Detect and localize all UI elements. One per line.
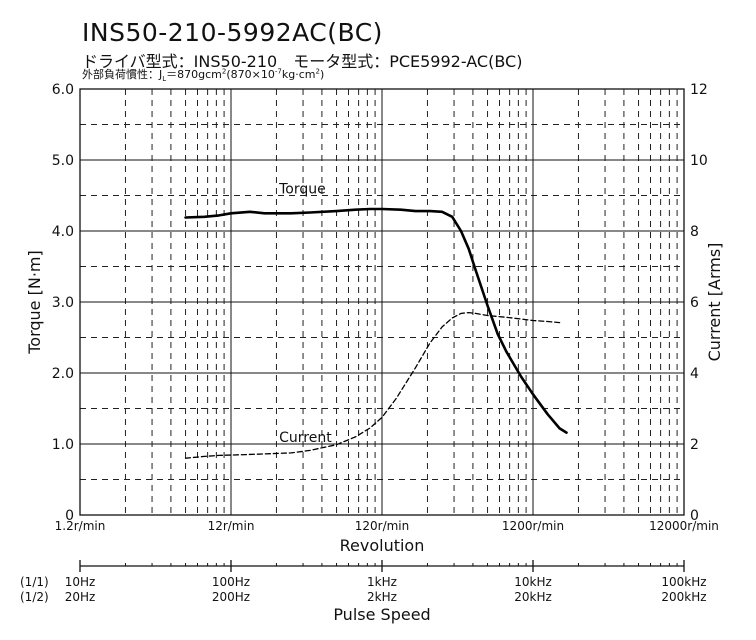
pulse-tick-label-full: 100Hz bbox=[212, 575, 250, 589]
pulse-tick-label-full: 100kHz bbox=[661, 575, 706, 589]
note-end: ) bbox=[319, 68, 325, 81]
pulse-tick-label-full: 10kHz bbox=[514, 575, 552, 589]
y-right-tick-label: 0 bbox=[690, 508, 699, 524]
chart-subtitle: ドライバ型式：INS50-210 モータ型式：PCE5992-AC(BC) bbox=[82, 52, 523, 71]
y-left-tick-label: 0 bbox=[65, 508, 74, 524]
y-right-tick-label: 12 bbox=[690, 82, 708, 98]
series-line-torque bbox=[184, 207, 568, 434]
pulse-tick-label-full: 1kHz bbox=[367, 575, 397, 589]
note-mid2: (870×10 bbox=[226, 68, 275, 81]
inertia-note: 外部負荷慣性：JL＝870gcm2(870×10-7kg·cm2) bbox=[82, 66, 324, 83]
y-left-tick-label: 4.0 bbox=[52, 224, 74, 240]
annotation-label: Torque bbox=[278, 181, 326, 197]
x-tick-label: 120r/min bbox=[355, 519, 410, 533]
y-right-tick-label: 10 bbox=[690, 153, 708, 169]
note-mid3: kg·cm bbox=[281, 68, 316, 81]
pulse-speed-label: Pulse Speed bbox=[333, 605, 430, 624]
pulse-row-label-1-1: (1/1) bbox=[20, 575, 49, 589]
y-left-axis-label: Torque [N·m] bbox=[25, 250, 44, 355]
x-axis-label: Revolution bbox=[340, 536, 425, 555]
y-left-tick-label: 6.0 bbox=[52, 82, 74, 98]
y-left-tick-label: 1.0 bbox=[52, 437, 74, 453]
x-tick-label: 1200r/min bbox=[502, 519, 564, 533]
pulse-tick-label-half: 200Hz bbox=[212, 590, 250, 604]
annotation-label: Current bbox=[279, 430, 332, 446]
pulse-tick-label-half: 200kHz bbox=[661, 590, 706, 604]
pulse-tick-label-full: 10Hz bbox=[65, 575, 96, 589]
y-right-tick-label: 2 bbox=[690, 437, 699, 453]
chart-title: INS50-210-5992AC(BC) bbox=[82, 18, 383, 47]
y-left-tick-label: 5.0 bbox=[52, 153, 74, 169]
y-left-tick-label: 3.0 bbox=[52, 295, 74, 311]
x-tick-label: 1.2r/min bbox=[55, 519, 106, 533]
note-prefix: 外部負荷慣性：J bbox=[82, 68, 163, 81]
note-sub: L bbox=[162, 75, 167, 84]
pulse-tick-label-half: 20kHz bbox=[514, 590, 552, 604]
y-right-tick-label: 6 bbox=[690, 295, 699, 311]
series-line-current bbox=[184, 311, 561, 459]
y-right-tick-label: 4 bbox=[690, 366, 699, 382]
note-mid: ＝870gcm bbox=[166, 68, 222, 81]
note-sup1: 2 bbox=[221, 67, 227, 76]
y-right-tick-label: 8 bbox=[690, 224, 699, 240]
pulse-tick-label-half: 20Hz bbox=[65, 590, 96, 604]
pulse-tick-label-half: 2kHz bbox=[367, 590, 397, 604]
x-tick-label: 12000r/min bbox=[649, 519, 719, 533]
note-sup2: -7 bbox=[274, 67, 282, 76]
pulse-row-label-1-2: (1/2) bbox=[20, 590, 49, 604]
y-left-tick-label: 2.0 bbox=[52, 366, 74, 382]
plot-frame bbox=[79, 88, 685, 516]
x-tick-label: 12r/min bbox=[208, 519, 255, 533]
note-sup3: 2 bbox=[315, 67, 320, 76]
y-right-axis-label: Current [Arms] bbox=[705, 243, 724, 362]
